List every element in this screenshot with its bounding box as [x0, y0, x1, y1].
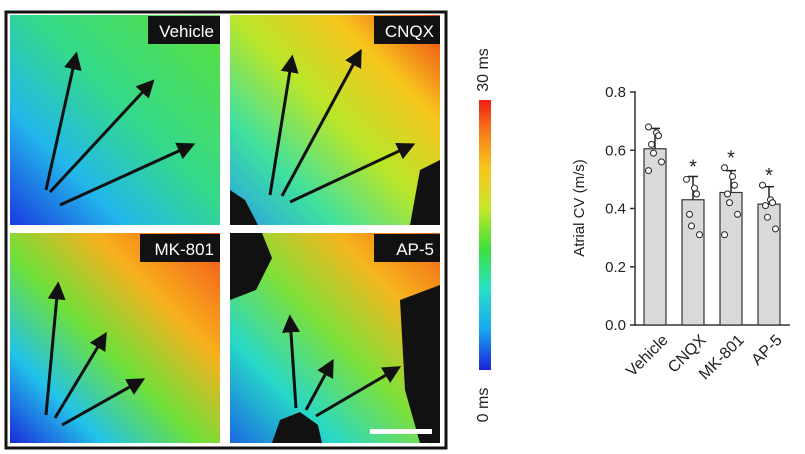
map-panel-vehicle: Vehicle	[10, 15, 220, 225]
bars: * * *	[643, 123, 781, 326]
data-point	[763, 213, 772, 221]
panel-label-mk801: MK-801	[154, 240, 214, 259]
propagation-arrow	[48, 79, 155, 194]
y-ticks: 0.0 0.2 0.4 0.6 0.8	[605, 84, 635, 334]
propagation-arrow	[53, 331, 107, 419]
panel-label-box	[374, 16, 440, 44]
data-point	[647, 140, 656, 148]
data-point	[720, 231, 729, 239]
significance-marker: *	[689, 156, 697, 178]
propagation-arrow	[44, 51, 82, 191]
propagation-arrow	[61, 378, 146, 427]
data-point	[644, 123, 653, 131]
data-point	[682, 175, 691, 183]
data-point	[649, 149, 658, 157]
data-point	[768, 199, 777, 207]
y-tick-label: 0.8	[605, 84, 626, 101]
data-point	[730, 181, 739, 189]
data-point	[725, 199, 734, 207]
significance-marker: *	[727, 148, 735, 170]
map-panel-ap5: AP-5	[230, 233, 440, 443]
panel-label-cnqx: CNQX	[385, 22, 434, 41]
scale-bar	[370, 429, 432, 434]
data-point	[644, 167, 653, 175]
no-data-region	[410, 160, 440, 225]
no-data-region	[230, 233, 272, 300]
propagation-arrow	[289, 142, 416, 204]
propagation-arrow	[315, 366, 402, 418]
activation-map-mk801	[10, 233, 220, 443]
propagation-arrow	[44, 281, 66, 416]
no-data-region	[400, 285, 440, 443]
propagation-arrow	[59, 142, 196, 207]
colorbar: 30 ms 0 ms	[475, 48, 492, 422]
propagation-arrow	[280, 48, 362, 197]
panel-label-ap5: AP-5	[396, 240, 434, 259]
data-point	[771, 225, 780, 233]
data-point	[685, 210, 694, 218]
propagation-arrow	[268, 54, 299, 196]
bar	[757, 203, 781, 326]
map-panel-mk801: MK-801	[10, 233, 220, 443]
panel-label-vehicle: Vehicle	[159, 22, 214, 41]
bar	[643, 148, 667, 326]
data-point	[692, 190, 701, 198]
data-point	[690, 184, 699, 192]
no-data-region	[272, 412, 322, 443]
data-point	[728, 172, 737, 181]
data-point	[654, 132, 663, 140]
y-tick-label: 0.6	[605, 142, 626, 159]
propagation-arrow	[281, 314, 300, 409]
no-data-region	[230, 190, 258, 225]
bar-chart: Atrial CV (m/s) 0.0 0.2 0.4 0.6 0.8 * * * Vehi…	[571, 84, 790, 383]
data-point	[695, 231, 704, 239]
data-point	[723, 190, 732, 198]
y-axis-label: Atrial CV (m/s)	[571, 159, 588, 257]
panel-label-box	[374, 234, 440, 262]
colorbar-max-label: 30 ms	[475, 48, 492, 92]
data-point	[687, 222, 696, 230]
x-tick-label: AP-5	[749, 332, 786, 369]
panel-label-box	[140, 234, 220, 262]
propagation-arrow	[304, 358, 334, 411]
data-point	[657, 158, 666, 166]
bar	[681, 199, 705, 326]
y-tick-label: 0.0	[605, 317, 626, 334]
colorbar-gradient	[479, 100, 491, 370]
data-point	[761, 202, 770, 210]
significance-marker: *	[765, 165, 773, 187]
data-point	[733, 210, 742, 218]
panel-label-box	[148, 16, 220, 44]
y-tick-label: 0.2	[605, 259, 626, 276]
y-tick-label: 0.4	[605, 201, 626, 218]
map-panel-cnqx: CNQX	[230, 15, 440, 225]
data-point	[720, 164, 729, 172]
x-tick-label: Vehicle	[623, 332, 672, 381]
activation-map-cnqx	[230, 15, 440, 225]
colorbar-min-label: 0 ms	[475, 388, 492, 423]
data-point	[758, 181, 767, 189]
